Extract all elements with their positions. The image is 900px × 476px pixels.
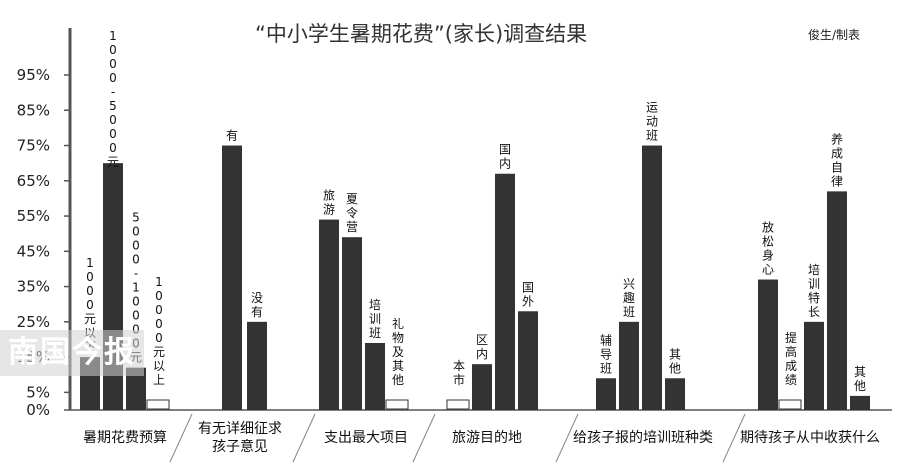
bar-label: 没有 xyxy=(251,290,263,319)
bar-label: 旅游 xyxy=(323,189,335,217)
bar xyxy=(758,279,778,410)
bar-label: 兴趣班 xyxy=(623,277,635,319)
watermark-logo: 南国今报 xyxy=(0,330,144,376)
y-tick-label: 25% xyxy=(17,313,50,331)
x-group-label: 暑期花费预算 xyxy=(83,430,167,446)
bar-label: 其他 xyxy=(669,347,681,375)
y-tick-label: 55% xyxy=(17,207,50,225)
bar xyxy=(247,321,267,410)
group-separator xyxy=(292,413,316,463)
bar xyxy=(222,145,242,411)
x-group-label: 支出最大项目 xyxy=(324,430,408,446)
bar-label: 养成自律 xyxy=(831,131,843,188)
bar-label: 1 0 0 0 0 元以上 xyxy=(153,275,165,387)
y-tick-label: 65% xyxy=(17,172,50,190)
y-tick-label: 95% xyxy=(17,66,50,84)
group-separator xyxy=(412,413,436,463)
bar xyxy=(472,364,492,410)
bar-empty-marker xyxy=(778,399,802,410)
chart-credit: 俊生/制表 xyxy=(807,28,860,42)
y-tick-label: 0% xyxy=(26,401,50,419)
bar xyxy=(804,321,824,410)
bar xyxy=(365,343,385,410)
y-tick-label: 45% xyxy=(17,242,50,260)
bar-label: 培训特长 xyxy=(808,262,820,319)
bar xyxy=(342,237,362,410)
bar-label: 夏令营 xyxy=(346,192,358,234)
group-separator xyxy=(722,413,746,463)
bar-empty-marker xyxy=(446,399,470,410)
bar xyxy=(827,191,847,410)
bar-label: 其他 xyxy=(854,365,866,393)
bar-label: 1 0 0 0 -5 0 0 0 元 xyxy=(107,29,119,169)
bar-label: 国外 xyxy=(522,280,534,308)
bar-label: 本市 xyxy=(453,359,465,387)
bar-label: 运动班 xyxy=(646,101,658,143)
x-group-label: 给孩子报的培训班种类 xyxy=(573,430,713,446)
y-tick-label: 75% xyxy=(17,137,50,155)
bar xyxy=(596,378,616,410)
bar xyxy=(319,219,339,410)
x-group-label: 期待孩子从中收获什么 xyxy=(740,430,880,446)
bar-label: 培训班 xyxy=(369,297,381,340)
bar xyxy=(518,311,538,410)
y-tick-label: 85% xyxy=(17,101,50,119)
bar-label: 礼物及其他 xyxy=(392,316,404,387)
bar xyxy=(850,395,870,410)
group-separator xyxy=(555,413,579,463)
bar-label: 有 xyxy=(226,129,238,143)
bar xyxy=(665,378,685,410)
bar-empty-marker xyxy=(146,399,170,410)
y-tick-label: 5% xyxy=(26,383,50,401)
bar xyxy=(495,173,515,410)
bar-label: 放松身心 xyxy=(762,220,774,277)
bar xyxy=(126,367,146,410)
bar-label: 区内 xyxy=(476,333,488,361)
bar-empty-marker xyxy=(385,399,409,410)
group-separator xyxy=(169,413,193,463)
y-tick-label: 35% xyxy=(17,278,50,296)
bar xyxy=(642,145,662,411)
bar-label: 国内 xyxy=(499,143,511,171)
x-group-label: 旅游目的地 xyxy=(452,430,522,446)
x-group-label: 有无详细征求 xyxy=(198,421,282,437)
x-group-label-line2: 孩子意见 xyxy=(212,438,268,455)
bar xyxy=(619,321,639,410)
bar-label: 提高成绩 xyxy=(785,330,797,387)
chart-title: “中小学生暑期花费”(家长)调查结果 xyxy=(255,22,588,46)
bar-label: 辅导班 xyxy=(600,333,612,375)
